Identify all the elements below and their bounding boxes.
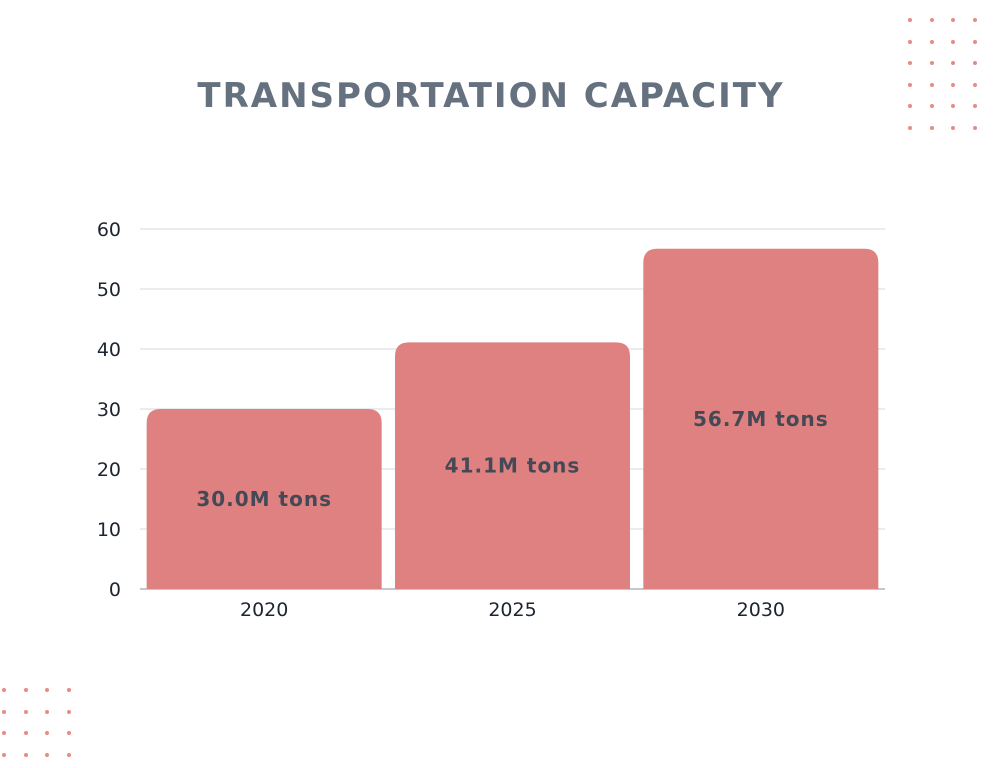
decor-dot <box>972 18 977 22</box>
decor-dot <box>23 752 28 757</box>
decor-dot <box>45 752 49 757</box>
decor-dot <box>929 39 934 44</box>
decor-dot <box>972 104 977 108</box>
decor-dot <box>45 709 49 714</box>
decor-dot <box>23 688 28 692</box>
decor-dot <box>2 752 6 757</box>
y-tick-label: 40 <box>97 339 121 361</box>
decor-dot <box>951 18 955 22</box>
chart-title: TRANSPORTATION CAPACITY <box>197 76 785 116</box>
decor-dot <box>929 61 934 65</box>
y-tick-label: 50 <box>97 279 121 301</box>
decor-dot <box>929 104 934 108</box>
y-tick-label: 20 <box>97 459 121 481</box>
bar-2025 <box>395 342 630 589</box>
decor-dot <box>23 709 28 714</box>
decor-dot <box>908 104 912 108</box>
decor-dot <box>951 82 955 87</box>
x-tick-label: 2020 <box>240 599 288 621</box>
decor-dot <box>972 39 977 44</box>
bar-2030 <box>643 248 879 590</box>
decor-dot <box>951 39 955 44</box>
y-tick-label: 10 <box>97 519 121 541</box>
decor-dot <box>908 61 912 65</box>
decor-dot <box>45 731 49 735</box>
x-tick-label: 2025 <box>488 599 536 621</box>
decor-dot <box>908 39 912 44</box>
decor-dot <box>951 104 955 108</box>
y-tick-label: 60 <box>97 219 121 241</box>
x-tick-label: 2030 <box>737 599 785 621</box>
decor-dot <box>908 18 912 22</box>
decor-dot <box>66 731 71 735</box>
decor-dot <box>929 18 934 22</box>
y-tick-label: 30 <box>97 399 121 421</box>
decor-dot <box>66 709 71 714</box>
decor-dot <box>972 82 977 87</box>
decor-dot <box>972 61 977 65</box>
data-label: 30.0M tons <box>196 487 332 511</box>
decor-dot <box>951 61 955 65</box>
decor-dot <box>66 688 71 692</box>
decor-dot <box>929 125 934 130</box>
y-tick-label: 0 <box>109 579 121 601</box>
data-label: 41.1M tons <box>445 454 581 478</box>
decor-dot <box>66 752 71 757</box>
data-label: 56.7M tons <box>693 407 829 431</box>
decor-dot <box>908 125 912 130</box>
decor-dot <box>2 709 6 714</box>
decor-dot <box>45 688 49 692</box>
decor-dot <box>908 82 912 87</box>
decor-dot <box>929 82 934 87</box>
decor-dot <box>2 688 6 692</box>
dot-grid-decoration-bottom-left <box>2 688 82 764</box>
decor-dot <box>972 125 977 130</box>
bar-2020 <box>146 409 382 589</box>
decor-dot <box>2 731 6 735</box>
decor-dot <box>23 731 28 735</box>
decor-dot <box>951 125 955 130</box>
dot-grid-decoration-top-right <box>908 18 988 134</box>
